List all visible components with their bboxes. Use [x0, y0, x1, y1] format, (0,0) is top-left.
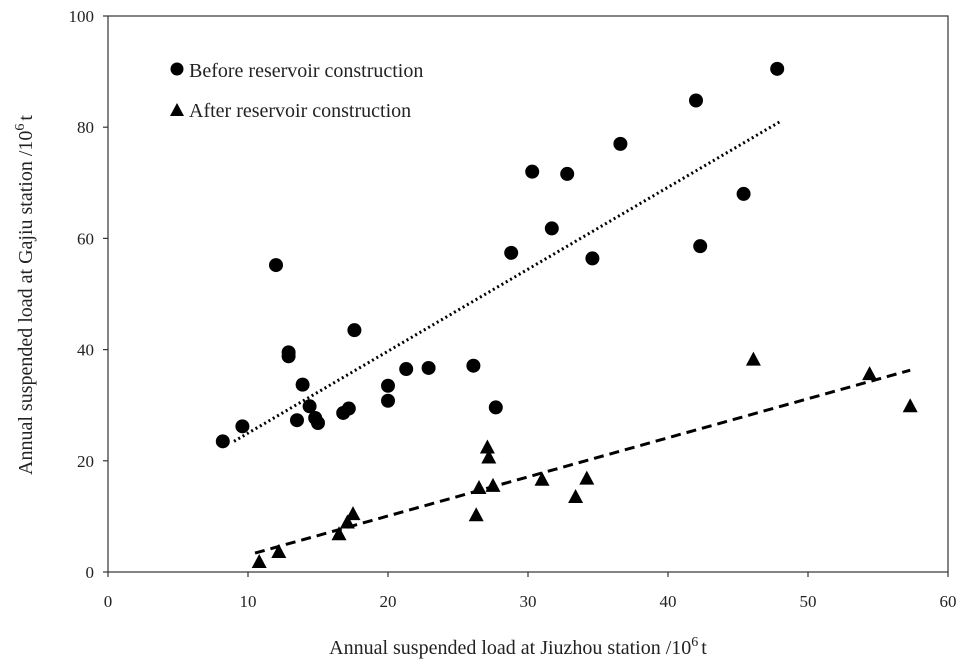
point-before — [399, 362, 414, 377]
point-before — [381, 393, 395, 408]
data-points — [215, 61, 918, 568]
y-axis-title-main: Annual suspended load at Gajiu station /… — [15, 131, 37, 475]
point-before — [736, 186, 751, 201]
trendline-dashed — [254, 368, 911, 555]
y-tick-label: 20 — [77, 452, 94, 471]
point-before — [281, 345, 296, 360]
point-after — [471, 480, 487, 495]
legend-marker-after — [170, 103, 184, 116]
point-after — [479, 439, 495, 454]
point-after — [339, 514, 355, 529]
point-after — [331, 526, 347, 541]
trendlines — [233, 120, 911, 555]
point-after — [568, 488, 584, 503]
y-tick-label: 40 — [77, 341, 94, 360]
point-before — [421, 360, 436, 375]
point-before — [341, 401, 356, 416]
point-before — [693, 239, 708, 254]
x-tick-label: 10 — [240, 592, 257, 611]
point-before — [381, 378, 395, 393]
point-after — [579, 470, 595, 485]
point-before — [560, 166, 575, 181]
point-after — [485, 477, 501, 492]
y-tick-label: 80 — [77, 118, 94, 137]
point-before — [311, 415, 325, 430]
x-axis-title-sup: 6 — [691, 635, 698, 650]
y-axis-title-sup: 6 — [13, 124, 28, 131]
point-before — [235, 419, 250, 434]
point-after — [745, 351, 761, 366]
point-before — [585, 251, 600, 266]
point-after — [534, 471, 550, 486]
x-tick-label: 40 — [660, 592, 677, 611]
point-before — [770, 61, 785, 76]
point-before — [613, 136, 628, 151]
point-before — [466, 358, 481, 373]
point-before — [290, 413, 304, 428]
point-after — [345, 506, 361, 521]
y-tick-label: 0 — [86, 563, 95, 582]
point-before — [347, 323, 362, 338]
point-after — [251, 553, 267, 568]
legend: Before reservoir construction After rese… — [170, 60, 423, 122]
point-before — [488, 400, 503, 415]
point-after — [271, 543, 287, 558]
x-tick-label: 60 — [940, 592, 957, 611]
point-before — [215, 434, 230, 449]
y-tick-label: 100 — [69, 7, 95, 26]
point-before — [302, 399, 317, 414]
point-before — [544, 221, 559, 236]
x-tick-label: 30 — [520, 592, 537, 611]
point-after — [902, 398, 918, 413]
x-axis-title: Annual suspended load at Jiuzhou station… — [329, 635, 707, 659]
y-axis-title-tail: t — [15, 115, 37, 121]
point-before — [295, 377, 310, 392]
y-axis-ticks: 0 20 40 60 80 100 — [69, 7, 108, 582]
x-axis-title-main: Annual suspended load at Jiuzhou station… — [329, 637, 691, 659]
point-after — [481, 449, 497, 464]
x-tick-label: 0 — [104, 592, 113, 611]
x-axis-ticks: 0 10 20 30 40 50 60 — [104, 572, 957, 611]
legend-label-after: After reservoir construction — [189, 100, 411, 122]
y-tick-label: 60 — [77, 229, 94, 248]
point-before — [504, 245, 519, 260]
x-tick-label: 20 — [380, 592, 397, 611]
point-before — [689, 93, 703, 108]
x-tick-label: 50 — [800, 592, 817, 611]
point-before — [269, 258, 283, 273]
x-axis-title-tail: t — [701, 637, 707, 659]
legend-marker-before — [170, 62, 184, 76]
y-axis-title: Annual suspended load at Gajiu station /… — [13, 115, 37, 475]
point-after — [862, 366, 878, 381]
point-before — [525, 164, 540, 179]
point-after — [468, 507, 484, 522]
legend-label-before: Before reservoir construction — [189, 60, 423, 82]
trendline-dotted — [233, 120, 781, 443]
